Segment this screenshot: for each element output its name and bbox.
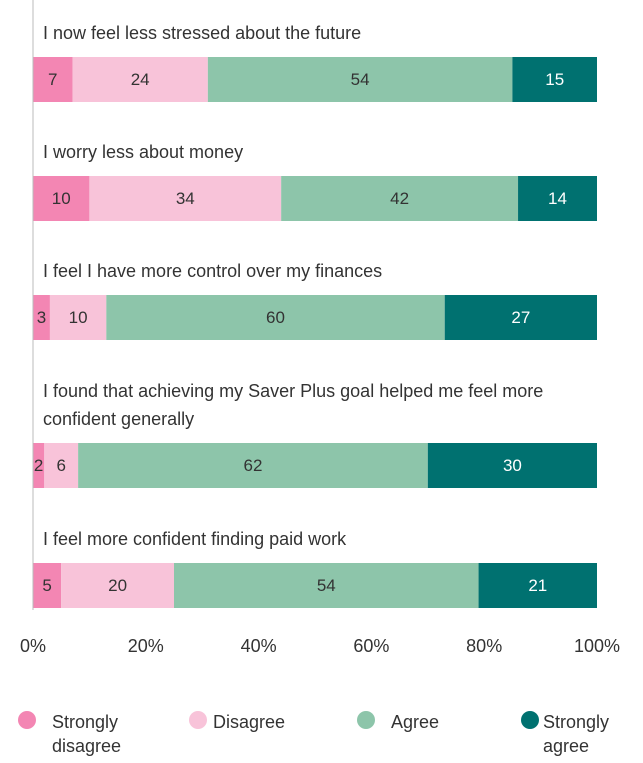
x-tick-label: 80% [466, 636, 502, 656]
bar-segment [478, 563, 597, 608]
data-label: 10 [69, 308, 88, 327]
bar-segment [518, 176, 597, 221]
bar-segment [106, 295, 445, 340]
data-label: 10 [52, 189, 71, 208]
data-label: 34 [176, 189, 195, 208]
x-tick-label: 100% [574, 636, 620, 656]
x-tick-label: 0% [20, 636, 46, 656]
data-label: 30 [503, 456, 522, 475]
legend-marker [521, 711, 539, 729]
bar-segment [281, 176, 519, 221]
data-label: 54 [351, 70, 370, 89]
bar-segment [89, 176, 282, 221]
data-label: 5 [42, 576, 51, 595]
bar-segment [33, 443, 45, 488]
legend-label: Strongly agree [543, 712, 610, 756]
bar-segment [33, 176, 90, 221]
data-label: 24 [131, 70, 150, 89]
data-label: 20 [108, 576, 127, 595]
data-label: 7 [48, 70, 57, 89]
category-label: I feel more confident finding paid work [43, 529, 347, 549]
category-label: I feel I have more control over my finan… [43, 261, 383, 281]
category-label: I now feel less stressed about the futur… [43, 23, 362, 43]
data-label: 54 [317, 576, 336, 595]
bar-segment [207, 57, 513, 102]
legend-marker [357, 711, 375, 729]
legend-label: Strongly disagree [52, 712, 122, 756]
bar-segment [72, 57, 208, 102]
data-label: 21 [528, 576, 547, 595]
x-tick-label: 60% [353, 636, 389, 656]
data-label: 14 [548, 189, 567, 208]
data-label: 15 [545, 70, 564, 89]
data-label: 2 [34, 456, 43, 475]
legend-marker [189, 711, 207, 729]
bar-segment [33, 563, 62, 608]
category-label: I worry less about money [43, 142, 244, 162]
data-label: 62 [243, 456, 262, 475]
bar-segment [44, 443, 79, 488]
data-label: 27 [511, 308, 530, 327]
bar-segment [444, 295, 597, 340]
legend-marker [18, 711, 36, 729]
bar-segment [49, 295, 107, 340]
bar-segment [427, 443, 597, 488]
data-label: 60 [266, 308, 285, 327]
bar-segment [78, 443, 428, 488]
bar-segment [33, 57, 73, 102]
data-label: 42 [390, 189, 409, 208]
x-tick-label: 20% [128, 636, 164, 656]
bar-segment [174, 563, 479, 608]
data-label: 6 [56, 456, 65, 475]
bar-segment [61, 563, 175, 608]
bar-segment [512, 57, 597, 102]
legend-label: Disagree [213, 712, 286, 732]
data-label: 3 [37, 308, 46, 327]
x-tick-label: 40% [241, 636, 277, 656]
bar-segment [33, 295, 50, 340]
legend-label: Agree [391, 712, 440, 732]
category-label: I found that achieving my Saver Plus goa… [43, 381, 544, 429]
